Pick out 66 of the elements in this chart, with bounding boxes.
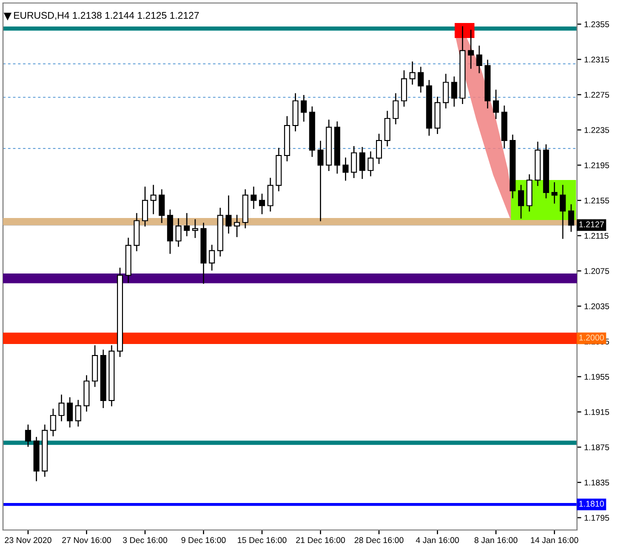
y-tick-label: 1.1795	[584, 514, 610, 521]
candlestick	[376, 134, 382, 164]
y-tick-label: 1.2235	[584, 127, 610, 134]
y-tick-label: 1.2355	[584, 21, 610, 28]
candlestick	[259, 194, 265, 214]
x-tick-label: 15 Dec 16:00	[238, 537, 286, 544]
x-tick-label: 3 Dec 16:00	[122, 537, 168, 544]
candlestick	[342, 158, 349, 181]
x-tick-label: 21 Dec 16:00	[296, 537, 345, 544]
candlestick	[300, 94, 307, 122]
candlestick	[401, 70, 408, 107]
ref-line-label: 1.1810	[579, 500, 604, 507]
candlestick	[476, 46, 482, 74]
x-tick-label: 4 Jan 16:00	[416, 537, 459, 544]
band-label: 1.2000	[579, 334, 604, 341]
candlestick	[418, 66, 424, 93]
candlestick	[226, 195, 232, 234]
y-tick-label: 1.1955	[584, 374, 610, 380]
y-tick-label: 1.2075	[584, 268, 610, 274]
x-tick-label: 8 Jan 16:00	[474, 537, 518, 544]
y-tick-label: 1.2155	[584, 198, 610, 204]
y-tick-label: 1.2275	[584, 92, 610, 98]
candlestick	[318, 140, 324, 222]
x-tick-label: 14 Jan 16:00	[530, 537, 578, 544]
candlestick	[451, 76, 458, 107]
candlestick	[158, 189, 165, 223]
candlestick	[250, 186, 257, 209]
x-tick-label: 9 Dec 16:00	[181, 537, 226, 544]
candlestick	[384, 110, 390, 146]
y-tick-label: 1.1915	[584, 409, 610, 416]
y-tick-label: 1.2195	[584, 162, 610, 168]
candlestick	[568, 204, 574, 232]
text: EURUSD,H4 1.2138 1.2144 1.2125 1.2127	[14, 12, 199, 20]
y-tick-label: 1.2115	[584, 232, 608, 239]
ref-line-label: 1.2127	[579, 221, 604, 228]
candlestick	[350, 146, 357, 178]
candlestick	[518, 184, 524, 219]
candlestick	[409, 61, 416, 85]
candlestick	[192, 219, 198, 238]
candlestick	[267, 178, 274, 212]
candlestick	[392, 93, 399, 124]
candlestick	[368, 151, 374, 176]
y-tick-label: 1.1835	[584, 480, 610, 486]
candlestick	[468, 30, 474, 69]
candlestick	[150, 184, 156, 214]
candlestick	[442, 74, 449, 108]
candlestick	[175, 218, 182, 247]
candlestick	[560, 184, 566, 239]
candlestick	[58, 394, 64, 422]
y-tick-label: 1.2035	[584, 303, 610, 310]
candlestick	[492, 90, 499, 119]
candlestick	[50, 408, 56, 436]
x-tick-label: 23 Nov 2020	[4, 537, 52, 544]
candlestick	[551, 182, 558, 204]
candlestick	[208, 244, 215, 271]
y-tick-label: 1.2315	[584, 56, 610, 63]
candlestick	[359, 146, 366, 179]
candlestick	[25, 424, 32, 447]
x-tick-label: 28 Dec 16:00	[354, 537, 404, 544]
candlestick	[142, 186, 148, 227]
candlestick	[75, 400, 82, 427]
candlestick	[66, 397, 73, 428]
candlestick	[184, 213, 190, 236]
y-tick-label: 1.1875	[584, 444, 610, 450]
candlestick	[234, 214, 240, 238]
x-tick-label: 27 Nov 16:00	[62, 537, 112, 544]
